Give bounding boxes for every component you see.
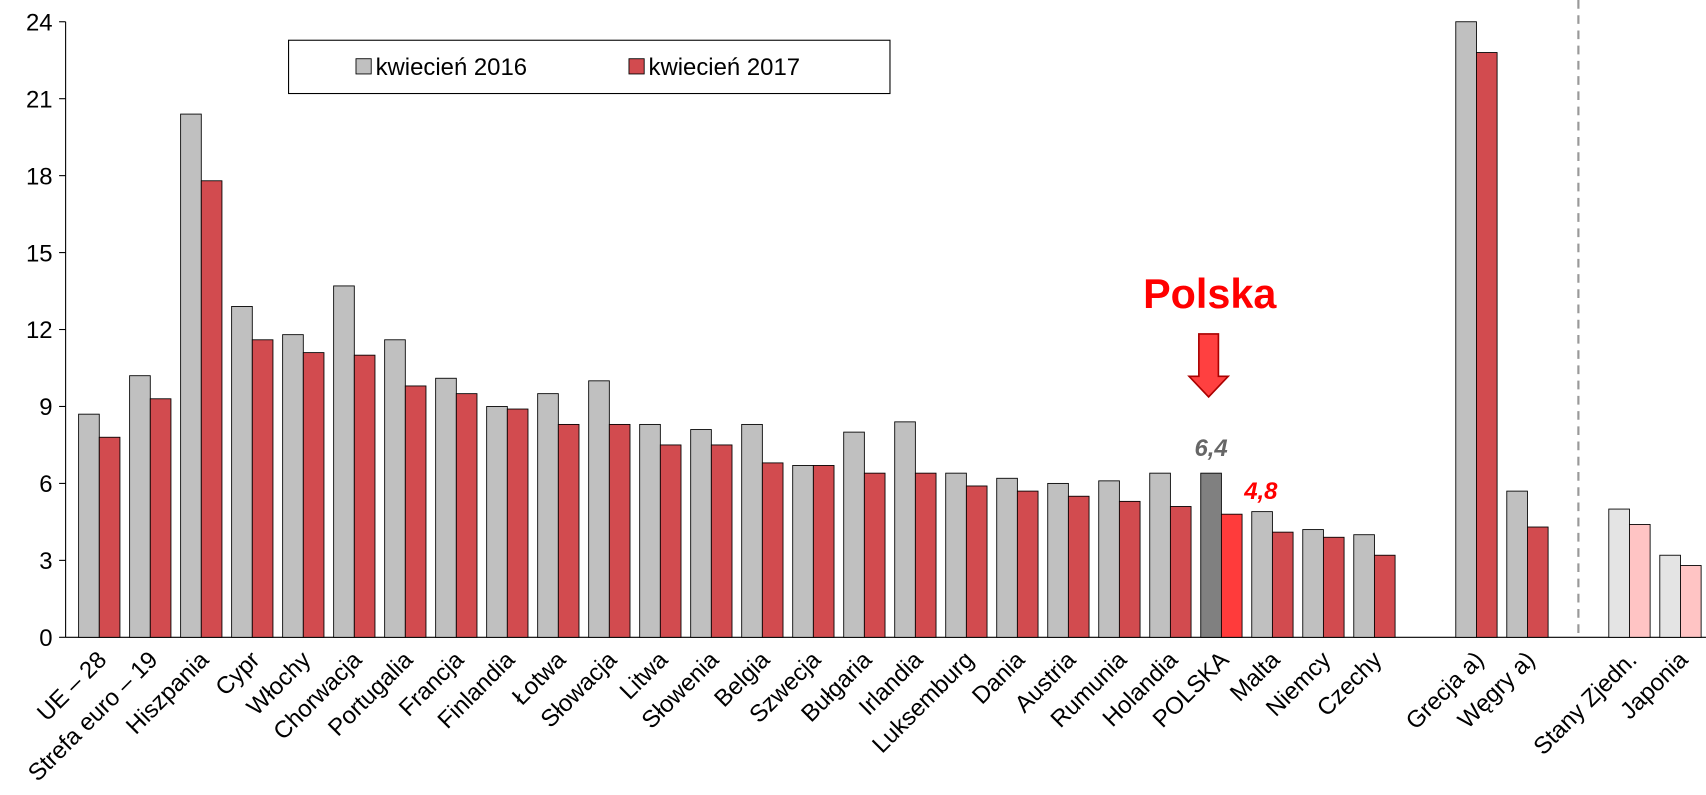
legend-label: kwiecień 2016	[376, 54, 528, 81]
bar	[792, 465, 814, 638]
bar	[761, 462, 784, 638]
bar	[1455, 21, 1477, 638]
bar	[965, 485, 988, 638]
y-tick-label: 6	[39, 471, 52, 498]
bar	[129, 375, 151, 638]
y-tick-label: 15	[26, 240, 53, 267]
bar	[945, 472, 967, 638]
bar	[1067, 495, 1090, 638]
bar	[1476, 52, 1498, 638]
bar	[180, 113, 202, 638]
y-tick-label: 9	[39, 394, 52, 421]
bar	[863, 472, 886, 638]
bar	[1506, 490, 1528, 638]
bar	[1608, 508, 1630, 638]
bar	[812, 465, 835, 638]
bar	[710, 444, 733, 638]
bar	[384, 339, 406, 638]
y-tick-label: 24	[26, 9, 53, 36]
bar	[1680, 565, 1702, 638]
bar	[1629, 524, 1651, 638]
bar	[588, 380, 610, 638]
bar	[1527, 526, 1549, 638]
annotation: Polska	[1143, 271, 1277, 317]
bar	[537, 393, 559, 638]
bar	[1169, 506, 1192, 638]
bar	[404, 385, 427, 638]
bar	[894, 421, 916, 638]
bar	[231, 306, 253, 638]
bar	[639, 423, 661, 638]
bar	[486, 406, 508, 638]
bar	[1353, 534, 1375, 638]
bar	[1271, 531, 1294, 638]
bar	[557, 423, 580, 638]
legend-swatch	[355, 58, 372, 75]
bar	[1098, 480, 1120, 638]
bar	[843, 431, 865, 638]
legend-swatch	[628, 58, 645, 75]
bar	[435, 377, 457, 638]
bar	[1302, 529, 1324, 638]
arrow	[1187, 333, 1231, 399]
bar	[659, 444, 682, 638]
legend-label: kwiecień 2017	[649, 54, 801, 81]
bar	[98, 436, 121, 638]
bar	[914, 472, 937, 638]
bar	[1047, 482, 1069, 638]
y-tick-label: 0	[39, 625, 52, 652]
bar	[353, 354, 376, 638]
bar	[506, 408, 529, 638]
bar	[1659, 554, 1681, 638]
bar	[690, 429, 712, 638]
bar	[200, 180, 223, 638]
bar	[741, 423, 763, 638]
bar	[78, 413, 100, 638]
y-tick-label: 18	[26, 163, 53, 190]
y-tick-label: 21	[26, 86, 53, 113]
bar	[1118, 500, 1141, 638]
bar	[996, 477, 1018, 638]
bar	[1149, 472, 1171, 638]
bar	[1373, 554, 1396, 638]
bar	[455, 393, 478, 638]
data-label: 6,4	[1194, 435, 1227, 462]
y-tick-label: 3	[39, 548, 52, 575]
bar	[333, 285, 355, 638]
bar	[608, 423, 631, 638]
bar	[1220, 513, 1243, 638]
data-label: 4,8	[1243, 478, 1278, 505]
bar	[251, 339, 274, 638]
y-tick-label: 12	[26, 317, 53, 344]
bar	[282, 334, 304, 638]
bar	[1016, 490, 1039, 638]
bar	[1251, 511, 1273, 638]
bar	[1322, 536, 1345, 638]
bar	[302, 352, 325, 638]
bar	[1200, 472, 1222, 638]
legend-box	[288, 39, 891, 95]
bar	[149, 398, 172, 638]
